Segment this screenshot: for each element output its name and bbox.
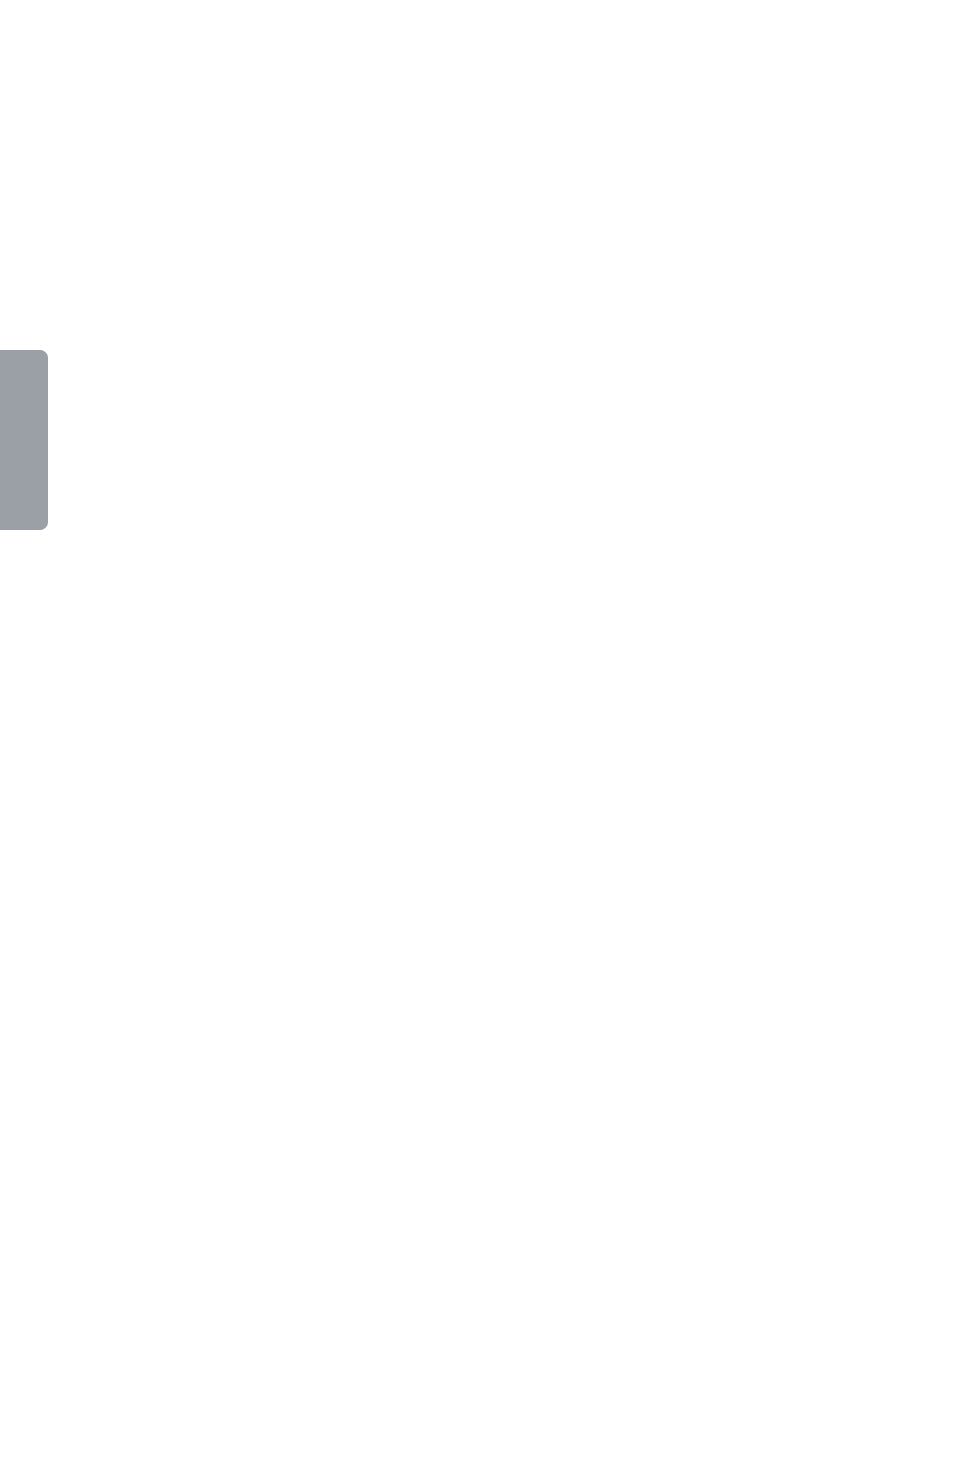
polar-pattern-chart — [100, 346, 854, 740]
polar-pattern-svg — [297, 346, 657, 666]
page-content — [0, 0, 954, 780]
frequency-response-chart — [100, 94, 854, 336]
polar-legend — [297, 666, 657, 736]
frequency-response-svg — [147, 94, 807, 334]
